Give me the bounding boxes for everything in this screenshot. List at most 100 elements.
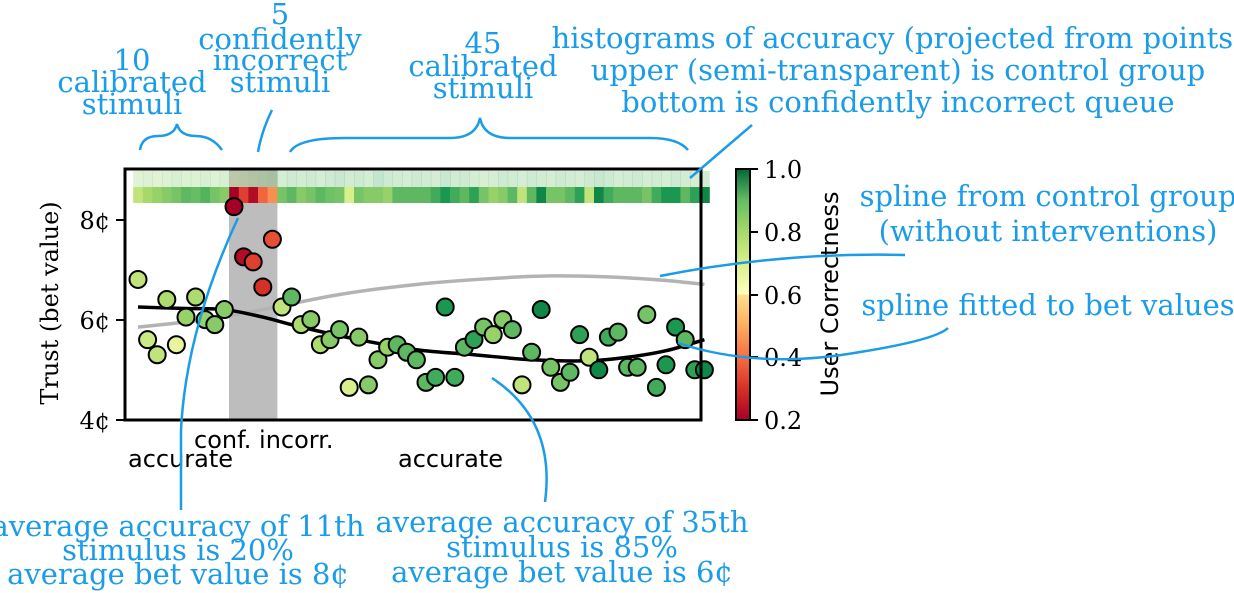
colorbar: 0.2 0.4 0.6 0.8 1.0 User Correctness bbox=[735, 156, 844, 435]
y-tick-label: 8¢ bbox=[79, 207, 110, 235]
colorbar-tick-label: 1.0 bbox=[764, 156, 802, 184]
histogram-control-cell bbox=[498, 171, 509, 187]
histogram-queue-cell bbox=[469, 187, 480, 203]
histogram-queue-cell bbox=[642, 187, 653, 203]
histogram-queue-cell bbox=[142, 187, 153, 203]
histogram-queue-cell bbox=[210, 187, 221, 203]
data-point bbox=[522, 342, 542, 362]
histogram-queue-cell bbox=[507, 187, 518, 203]
data-point bbox=[656, 355, 676, 375]
histogram-queue-cell bbox=[699, 187, 710, 203]
histogram-control-cell bbox=[267, 171, 278, 187]
annotation-45-calibrated: 45 calibrated stimuli bbox=[288, 26, 689, 153]
data-point bbox=[301, 310, 321, 330]
histogram-queue-cell bbox=[661, 187, 672, 203]
colorbar-label: User Correctness bbox=[816, 192, 844, 397]
histogram-control-cell bbox=[334, 171, 345, 187]
data-point bbox=[445, 367, 465, 387]
annotation-10-calibrated: 10 calibrated stimuli bbox=[57, 43, 224, 151]
leader-5 bbox=[256, 109, 274, 153]
data-point bbox=[666, 317, 686, 337]
histogram-control-cell bbox=[248, 171, 259, 187]
data-point bbox=[646, 377, 666, 397]
histogram-queue-cell bbox=[574, 187, 585, 203]
data-point bbox=[147, 345, 167, 365]
histogram-queue bbox=[133, 187, 710, 203]
histogram-queue-cell bbox=[190, 187, 201, 203]
histogram-control-cell bbox=[306, 171, 317, 187]
histogram-queue-cell bbox=[555, 187, 566, 203]
histogram-control-cell bbox=[430, 171, 441, 187]
histogram-control-cell bbox=[200, 171, 211, 187]
annotation-line: 5 bbox=[271, 0, 289, 31]
histogram-queue-cell bbox=[622, 187, 633, 203]
annotation-5-incorrect: 5 confidently incorrect stimuli bbox=[198, 0, 362, 153]
annotation-line: calibrated bbox=[57, 65, 206, 99]
annotation-line: average accuracy of 11th bbox=[0, 509, 365, 543]
x-label-accurate-right: accurate bbox=[398, 445, 503, 473]
histogram-queue-cell bbox=[152, 187, 163, 203]
histogram-control-cell bbox=[651, 171, 662, 187]
leader-35th bbox=[491, 376, 548, 503]
colorbar-tick-label: 0.2 bbox=[764, 407, 802, 435]
data-point bbox=[282, 287, 302, 307]
histogram-control-cell bbox=[690, 171, 701, 187]
data-point bbox=[243, 252, 263, 272]
leader-histograms bbox=[689, 124, 753, 179]
data-point bbox=[694, 360, 714, 380]
histogram-queue-cell bbox=[315, 187, 326, 203]
histogram-control-cell bbox=[459, 171, 470, 187]
data-point bbox=[560, 362, 580, 382]
histogram-control-cell bbox=[603, 171, 614, 187]
y-tick-label: 6¢ bbox=[79, 307, 110, 335]
histogram-control-group bbox=[133, 171, 710, 187]
histogram-control-cell bbox=[594, 171, 605, 187]
histogram-queue-cell bbox=[200, 187, 211, 203]
histogram-queue-cell bbox=[680, 187, 691, 203]
annotation-line: stimulus is 85% bbox=[446, 530, 678, 564]
annotation-line: 45 bbox=[465, 26, 502, 60]
histogram-queue-cell bbox=[267, 187, 278, 203]
histogram-queue-cell bbox=[421, 187, 432, 203]
histogram-control-cell bbox=[450, 171, 461, 187]
data-point bbox=[330, 320, 350, 340]
data-point bbox=[138, 330, 158, 350]
data-point bbox=[224, 197, 244, 217]
histogram-queue-cell bbox=[382, 187, 393, 203]
leader-11th bbox=[179, 217, 240, 510]
histogram-control-cell bbox=[258, 171, 269, 187]
data-point bbox=[435, 297, 455, 317]
annotation-line: bottom is confidently incorrect queue bbox=[621, 85, 1174, 119]
histogram-control-cell bbox=[171, 171, 182, 187]
data-point bbox=[512, 375, 532, 395]
histogram-control-cell bbox=[181, 171, 192, 187]
histogram-queue-cell bbox=[488, 187, 499, 203]
annotation-line: average accuracy of 35th bbox=[375, 505, 748, 539]
histogram-queue-cell bbox=[651, 187, 662, 203]
histogram-queue-cell bbox=[565, 187, 576, 203]
histogram-control-cell bbox=[440, 171, 451, 187]
annotation-line: upper (semi-transparent) is control grou… bbox=[591, 53, 1205, 87]
data-point bbox=[579, 347, 599, 367]
histogram-queue-cell bbox=[258, 187, 269, 203]
histogram-queue-cell bbox=[584, 187, 595, 203]
data-point bbox=[358, 375, 378, 395]
histogram-queue-cell bbox=[613, 187, 624, 203]
histogram-control-cell bbox=[210, 171, 221, 187]
data-point bbox=[426, 367, 446, 387]
histogram-control-cell bbox=[382, 171, 393, 187]
data-point bbox=[589, 360, 609, 380]
annotation-histograms: histograms of accuracy (projected from p… bbox=[552, 21, 1234, 179]
histogram-control-cell bbox=[363, 171, 374, 187]
y-axis: 4¢ 6¢ 8¢ Trust (bet value) bbox=[36, 201, 125, 435]
histogram-control-cell bbox=[555, 171, 566, 187]
y-tick-label: 4¢ bbox=[79, 407, 110, 435]
annotation-line: histograms of accuracy (projected from p… bbox=[552, 21, 1234, 55]
leader-fitted bbox=[677, 327, 949, 361]
histogram-queue-cell bbox=[162, 187, 173, 203]
colorbar-gradient bbox=[735, 168, 751, 421]
histogram-queue-cell bbox=[171, 187, 182, 203]
histogram-queue-cell bbox=[430, 187, 441, 203]
data-point bbox=[570, 325, 590, 345]
histogram-control-cell bbox=[699, 171, 710, 187]
